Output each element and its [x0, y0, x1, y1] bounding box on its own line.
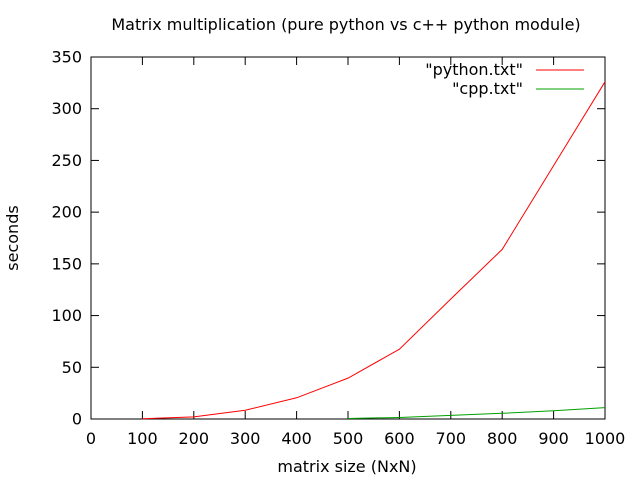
x-tick-label: 400: [281, 429, 312, 448]
x-axis: 0 100 200 300 400 500 600 700 800 900 1000: [86, 57, 625, 448]
y-axis: 0 50 100 150 200 250 300 350: [51, 48, 605, 429]
x-tick-label: 500: [333, 429, 364, 448]
x-tick-label: 0: [86, 429, 96, 448]
x-axis-label: matrix size (NxN): [277, 457, 416, 476]
y-tick-label: 100: [51, 306, 82, 325]
x-tick-label: 800: [487, 429, 518, 448]
y-tick-label: 150: [51, 254, 82, 273]
series-line-0: [142, 81, 606, 420]
x-tick-label: 100: [127, 429, 158, 448]
y-tick-label: 250: [51, 151, 82, 170]
x-tick-label: 700: [436, 429, 467, 448]
x-tick-label: 300: [230, 429, 261, 448]
x-tick-label: 900: [538, 429, 569, 448]
x-tick-label: 1000: [585, 429, 626, 448]
y-tick-label: 50: [62, 358, 82, 377]
plot-frame: [90, 56, 606, 420]
y-tick-label: 0: [72, 410, 82, 429]
y-tick-label: 300: [51, 99, 82, 118]
series-layer: [142, 81, 606, 420]
chart-title: Matrix multiplication (pure python vs c+…: [111, 15, 580, 34]
x-tick-label: 200: [179, 429, 210, 448]
y-tick-label: 350: [51, 48, 82, 67]
x-tick-label: 600: [384, 429, 415, 448]
legend: "python.txt""cpp.txt": [425, 60, 584, 98]
series-line-1: [347, 407, 606, 419]
y-tick-label: 200: [51, 203, 82, 222]
legend-label: "python.txt": [425, 60, 523, 79]
y-axis-label: seconds: [3, 205, 22, 270]
legend-label: "cpp.txt": [452, 79, 523, 98]
